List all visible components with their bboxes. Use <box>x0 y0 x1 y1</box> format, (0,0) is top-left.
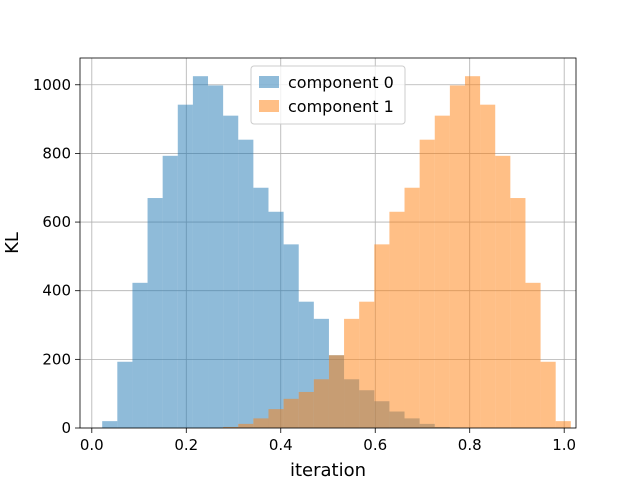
histogram-bar-component-1 <box>510 198 526 428</box>
histogram-bar-component-1 <box>298 391 314 428</box>
histogram-bar-component-0 <box>162 155 178 428</box>
histogram-bar-component-0 <box>177 104 193 428</box>
histogram-bar-component-1 <box>238 423 254 428</box>
histogram-bar-component-0 <box>283 244 299 428</box>
histogram-bar-component-0 <box>132 282 148 428</box>
histogram-bar-component-1 <box>253 418 269 428</box>
histogram-bar-component-0 <box>102 421 118 428</box>
bars-layer <box>102 76 571 429</box>
plot-frame <box>79 57 577 429</box>
ticks-layer: 0.0 0.2 0.4 0.6 0.8 1.0 0 200 400 600 800 1000 <box>33 76 576 454</box>
y-tick-label: 0 <box>61 419 71 437</box>
histogram-bar-component-0 <box>268 211 284 428</box>
legend-label-component-0: component 0 <box>288 73 394 92</box>
legend-swatch-component-1 <box>259 100 279 112</box>
x-tick-label: 0.8 <box>458 436 482 454</box>
x-tick-label: 0.2 <box>174 436 198 454</box>
histogram-bar-component-1 <box>374 244 390 428</box>
histogram-bar-component-1 <box>449 85 465 429</box>
x-axis-label: iteration <box>290 460 366 480</box>
histogram-bar-component-1 <box>540 361 556 428</box>
x-tick-label: 0.6 <box>363 436 387 454</box>
x-tick-label: 0.0 <box>80 436 104 454</box>
histogram-bar-component-1 <box>464 76 481 428</box>
legend-label-component-1: component 1 <box>288 97 394 116</box>
legend-box <box>250 65 406 125</box>
x-tick-label: 1.0 <box>552 436 576 454</box>
histogram-bar-component-1 <box>328 355 345 428</box>
y-tick-label: 800 <box>42 144 71 162</box>
histogram-bar-component-1 <box>223 426 239 428</box>
histogram-bar-component-1 <box>389 211 405 428</box>
y-axis-label: KL <box>2 232 23 254</box>
histogram-bar-component-1 <box>525 282 541 428</box>
legend: component 0 component 1 <box>250 65 406 125</box>
x-tick-label: 0.4 <box>269 436 293 454</box>
histogram-bar-component-1 <box>495 155 511 428</box>
histogram-bar-component-1 <box>404 187 420 428</box>
histogram-bar-component-1 <box>434 115 450 428</box>
histogram-bar-component-1 <box>283 398 299 428</box>
histogram-bar-component-0 <box>208 85 224 429</box>
y-tick-label: 400 <box>42 282 71 300</box>
histogram-bar-component-0 <box>147 198 163 428</box>
histogram-bar-component-1 <box>359 301 375 428</box>
histogram-bar-component-1 <box>555 421 571 428</box>
legend-swatch-component-0 <box>259 76 279 88</box>
histogram-bar-component-1 <box>268 409 284 428</box>
histogram-bar-component-0 <box>117 361 133 428</box>
y-tick-label: 200 <box>42 350 71 368</box>
y-tick-label: 600 <box>42 213 71 231</box>
histogram-bar-component-0 <box>192 76 209 428</box>
histogram-bar-component-1 <box>344 318 360 428</box>
histogram-bar-component-0 <box>223 115 239 428</box>
histogram-bar-component-0 <box>238 139 254 429</box>
histogram-bar-component-1 <box>419 139 435 429</box>
y-tick-label: 1000 <box>33 76 71 94</box>
histogram-bar-component-0 <box>253 187 269 428</box>
histogram-bar-component-1 <box>480 104 496 428</box>
histogram-bar-component-1 <box>313 379 329 428</box>
